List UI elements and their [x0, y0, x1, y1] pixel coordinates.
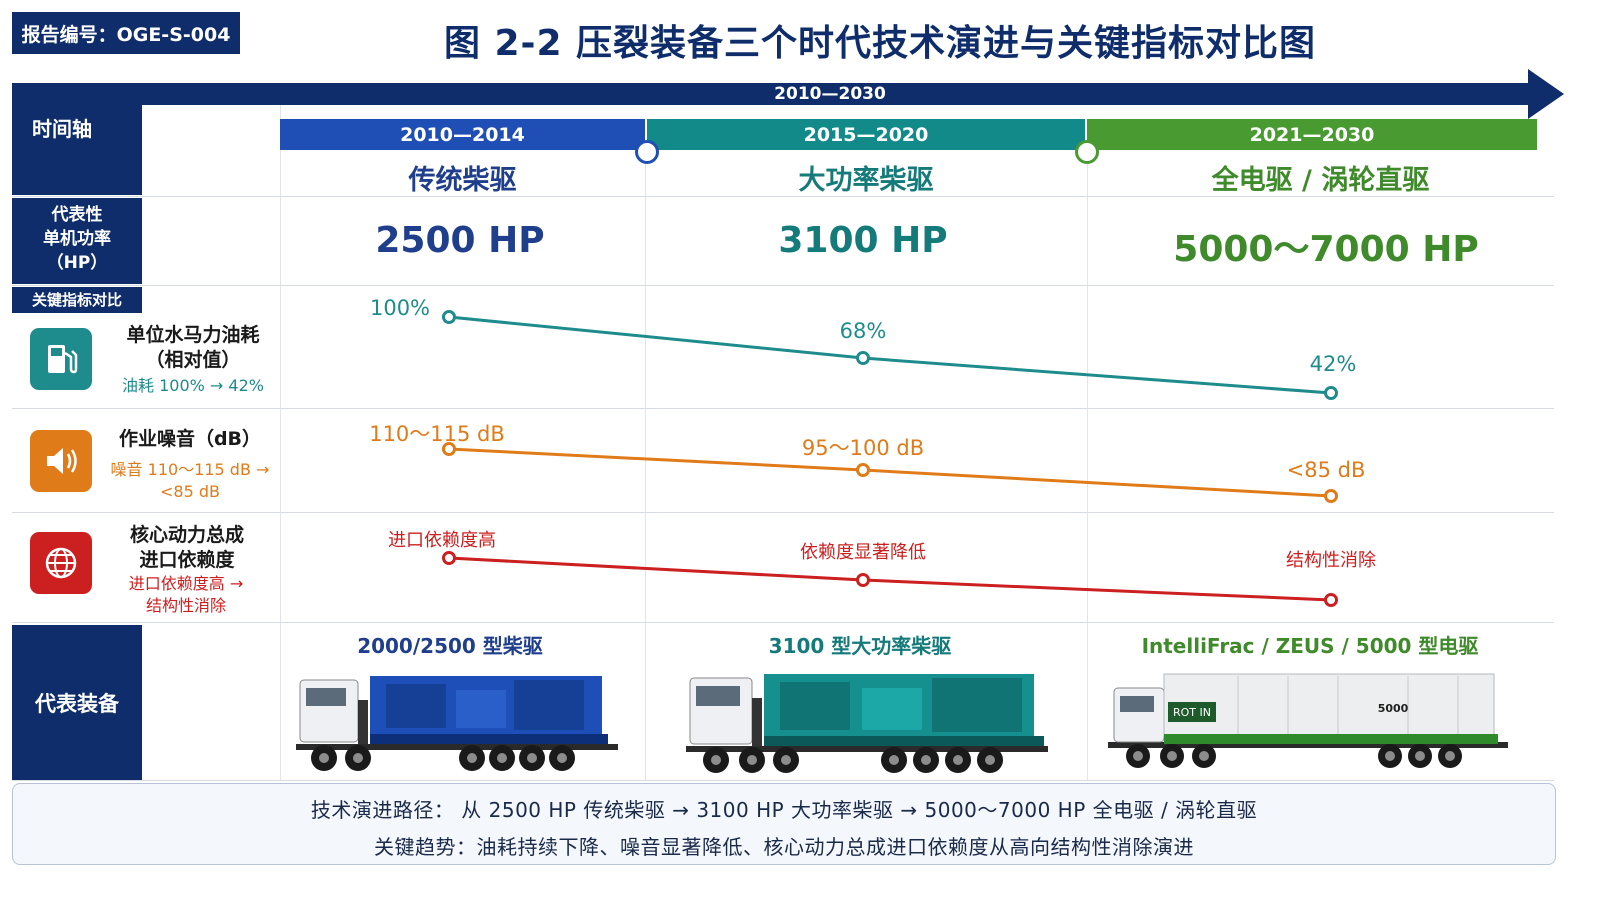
divider	[12, 512, 1554, 513]
metric-noise-label: 作业噪音（dB）	[110, 427, 270, 452]
equipment-title-3: IntelliFrac / ZEUS / 5000 型电驱	[1141, 634, 1479, 658]
truck-door-badge: ROT IN	[1173, 706, 1211, 719]
axis-label-cell: 时间轴	[12, 105, 142, 195]
fuel-label-1: 100%	[369, 296, 431, 320]
axis-label: 时间轴	[32, 117, 92, 141]
noise-trend	[442, 442, 1338, 503]
noise-label-1: 110～115 dB	[369, 422, 505, 446]
truck-body-badge: 5000	[1378, 702, 1409, 715]
power-label-line2: 单机功率	[43, 229, 111, 249]
fuel-point-3	[1324, 386, 1338, 400]
speaker-icon	[30, 430, 92, 492]
divider	[1087, 150, 1088, 780]
truck-diesel-2500-image	[296, 676, 618, 771]
globe-icon	[30, 532, 92, 594]
fuel-point-1	[442, 310, 456, 324]
fuel-point-2	[856, 351, 870, 365]
divider	[12, 408, 1554, 409]
power-value-1: 2500 HP	[375, 220, 545, 261]
metric-fuel-label: 单位水马力油耗 （相对值）	[118, 323, 268, 373]
divider	[12, 622, 1554, 623]
metric-fuel-note: 油耗 100% → 42%	[122, 376, 264, 395]
equipment-title-2: 3100 型大功率柴驱	[768, 634, 952, 658]
fuel-pump-icon	[30, 328, 92, 390]
noise-point-3	[1324, 489, 1338, 503]
import-point-3	[1324, 593, 1338, 607]
fuel-trend	[442, 310, 1338, 400]
equipment-label: 代表装备	[12, 625, 142, 780]
power-value-2: 3100 HP	[778, 220, 948, 261]
import-label-3: 结构性消除	[1286, 550, 1376, 571]
power-label-cell: 代表性 单机功率 （HP）	[12, 198, 142, 284]
truck-electric-5000-image: ROT IN 5000	[1108, 673, 1508, 768]
fuel-label-2: 68%	[839, 319, 887, 343]
summary-box: 技术演进路径： 从 2500 HP 传统柴驱 → 3100 HP 大功率柴驱 →…	[12, 783, 1556, 865]
metric-noise-name: 作业噪音（dB）	[118, 428, 262, 450]
metric-import-note-1: 进口依赖度高 →	[128, 574, 244, 593]
era-bar-1: 2010—2014	[280, 119, 645, 150]
power-label-line3: （HP）	[46, 253, 108, 273]
summary-line-2: 关键趋势：油耗持续下降、噪音显著降低、核心动力总成进口依赖度从高向结构性消除演进	[374, 835, 1194, 859]
metric-fuel-name-2: （相对值）	[145, 349, 241, 371]
era-marker-2	[1075, 140, 1099, 164]
indicators-label: 关键指标对比	[12, 287, 142, 313]
timeline-arrow-icon	[1528, 69, 1564, 119]
metric-noise-note: 噪音 110～115 dB → <85 dB	[100, 459, 280, 503]
noise-point-1	[442, 442, 456, 456]
import-point-2	[856, 573, 870, 587]
era-bar-3: 2021—2030	[1087, 119, 1537, 150]
import-point-1	[442, 551, 456, 565]
metric-noise-note-2: <85 dB	[160, 482, 220, 501]
era-bar-2: 2015—2020	[647, 119, 1085, 150]
summary-line-1: 技术演进路径： 从 2500 HP 传统柴驱 → 3100 HP 大功率柴驱 →…	[310, 798, 1258, 822]
import-trend	[442, 551, 1338, 607]
era-name-1: 传统柴驱	[408, 165, 517, 196]
noise-label-3: <85 dB	[1286, 458, 1366, 482]
metric-import-name-2: 进口依赖度	[139, 549, 235, 571]
divider	[12, 780, 1554, 781]
era-marker-1	[635, 140, 659, 164]
metric-import-note: 进口依赖度高 → 结构性消除	[100, 573, 272, 617]
report-id: 报告编号：OGE-S-004	[12, 12, 240, 54]
era-name-2: 大功率柴驱	[798, 165, 934, 196]
fuel-label-3: 42%	[1309, 352, 1357, 376]
noise-label-2: 95～100 dB	[801, 436, 925, 460]
power-value-3: 5000～7000 HP	[1173, 229, 1479, 270]
timeline-bar	[12, 83, 1530, 105]
metric-import-label: 核心动力总成 进口依赖度	[112, 523, 262, 573]
metric-fuel-name-1: 单位水马力油耗	[126, 324, 260, 346]
divider	[645, 150, 646, 780]
power-label-line1: 代表性	[51, 205, 103, 225]
noise-point-2	[856, 463, 870, 477]
metric-import-note-2: 结构性消除	[145, 596, 226, 615]
truck-diesel-3100-image	[686, 674, 1048, 773]
era-name-3: 全电驱 / 涡轮直驱	[1211, 165, 1430, 196]
page-title: 图 2-2 压裂装备三个时代技术演进与关键指标对比图	[443, 23, 1317, 64]
metric-import-name-1: 核心动力总成	[129, 524, 244, 546]
import-label-1: 进口依赖度高	[388, 530, 496, 551]
divider	[12, 285, 1554, 286]
import-label-2: 依赖度显著降低	[800, 542, 926, 563]
equipment-title-1: 2000/2500 型柴驱	[357, 634, 543, 658]
timeline-range: 2010—2030	[774, 84, 886, 104]
divider	[12, 196, 1554, 197]
divider	[280, 105, 281, 780]
metric-noise-note-1: 噪音 110～115 dB →	[110, 460, 270, 479]
